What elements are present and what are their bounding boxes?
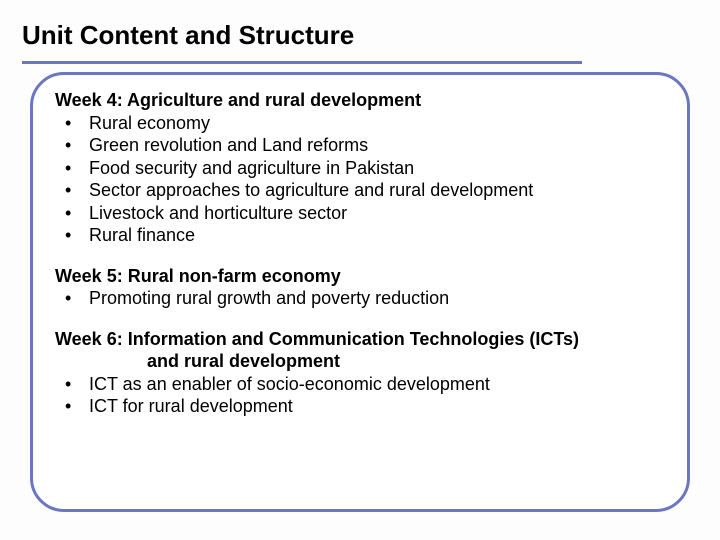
slide: Unit Content and Structure Week 4: Agric…: [0, 0, 720, 540]
list-item: Rural economy: [55, 112, 661, 135]
list-item: Food security and agriculture in Pakista…: [55, 157, 661, 180]
list-item: ICT as an enabler of socio-economic deve…: [55, 373, 661, 396]
week-block-4: Week 4: Agriculture and rural developmen…: [55, 89, 661, 247]
week-6-header: Week 6: Information and Communication Te…: [55, 328, 661, 373]
list-item: Rural finance: [55, 224, 661, 247]
week-6-header-line1: Week 6: Information and Communication Te…: [55, 329, 579, 349]
week-6-bullets: ICT as an enabler of socio-economic deve…: [55, 373, 661, 418]
week-4-header: Week 4: Agriculture and rural developmen…: [55, 89, 661, 112]
slide-title: Unit Content and Structure: [22, 20, 720, 51]
title-area: Unit Content and Structure: [0, 0, 720, 57]
list-item: Livestock and horticulture sector: [55, 202, 661, 225]
week-block-5: Week 5: Rural non-farm economy Promoting…: [55, 265, 661, 310]
week-5-header: Week 5: Rural non-farm economy: [55, 265, 661, 288]
list-item: Promoting rural growth and poverty reduc…: [55, 287, 661, 310]
content-frame: Week 4: Agriculture and rural developmen…: [30, 72, 690, 512]
week-6-header-line2: and rural development: [55, 350, 340, 373]
list-item: ICT for rural development: [55, 395, 661, 418]
list-item: Sector approaches to agriculture and rur…: [55, 179, 661, 202]
week-block-6: Week 6: Information and Communication Te…: [55, 328, 661, 418]
title-underline: [22, 61, 582, 64]
week-5-bullets: Promoting rural growth and poverty reduc…: [55, 287, 661, 310]
week-4-bullets: Rural economy Green revolution and Land …: [55, 112, 661, 247]
list-item: Green revolution and Land reforms: [55, 134, 661, 157]
